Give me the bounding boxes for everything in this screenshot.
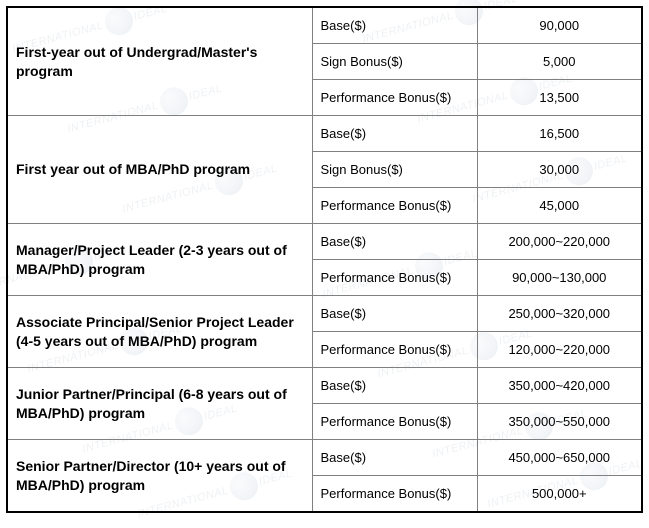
salary-table-body: First-year out of Undergrad/Master's pro…	[7, 7, 642, 512]
table-row: First-year out of Undergrad/Master's pro…	[7, 7, 642, 44]
compensation-value: 500,000+	[477, 476, 642, 513]
compensation-label: Sign Bonus($)	[312, 152, 477, 188]
compensation-label: Sign Bonus($)	[312, 44, 477, 80]
compensation-label: Base($)	[312, 440, 477, 476]
role-cell: Senior Partner/Director (10+ years out o…	[7, 440, 312, 513]
role-cell: Associate Principal/Senior Project Leade…	[7, 296, 312, 368]
table-row: Senior Partner/Director (10+ years out o…	[7, 440, 642, 476]
compensation-value: 90,000~130,000	[477, 260, 642, 296]
compensation-value: 90,000	[477, 7, 642, 44]
compensation-value: 250,000~320,000	[477, 296, 642, 332]
compensation-value: 45,000	[477, 188, 642, 224]
table-row: Associate Principal/Senior Project Leade…	[7, 296, 642, 332]
compensation-label: Base($)	[312, 116, 477, 152]
compensation-label: Performance Bonus($)	[312, 404, 477, 440]
compensation-label: Base($)	[312, 296, 477, 332]
table-row: Manager/Project Leader (2-3 years out of…	[7, 224, 642, 260]
compensation-label: Performance Bonus($)	[312, 188, 477, 224]
role-cell: Manager/Project Leader (2-3 years out of…	[7, 224, 312, 296]
compensation-label: Performance Bonus($)	[312, 476, 477, 513]
compensation-label: Performance Bonus($)	[312, 80, 477, 116]
compensation-label: Base($)	[312, 7, 477, 44]
salary-table-container: First-year out of Undergrad/Master's pro…	[0, 0, 649, 519]
role-cell: First year out of MBA/PhD program	[7, 116, 312, 224]
table-row: Junior Partner/Principal (6-8 years out …	[7, 368, 642, 404]
compensation-value: 30,000	[477, 152, 642, 188]
compensation-label: Base($)	[312, 224, 477, 260]
role-cell: First-year out of Undergrad/Master's pro…	[7, 7, 312, 116]
compensation-value: 200,000~220,000	[477, 224, 642, 260]
compensation-value: 120,000~220,000	[477, 332, 642, 368]
compensation-value: 13,500	[477, 80, 642, 116]
table-row: First year out of MBA/PhD programBase($)…	[7, 116, 642, 152]
compensation-value: 5,000	[477, 44, 642, 80]
compensation-label: Base($)	[312, 368, 477, 404]
compensation-label: Performance Bonus($)	[312, 260, 477, 296]
compensation-value: 350,000~420,000	[477, 368, 642, 404]
compensation-value: 350,000~550,000	[477, 404, 642, 440]
compensation-label: Performance Bonus($)	[312, 332, 477, 368]
compensation-value: 16,500	[477, 116, 642, 152]
role-cell: Junior Partner/Principal (6-8 years out …	[7, 368, 312, 440]
compensation-value: 450,000~650,000	[477, 440, 642, 476]
salary-table: First-year out of Undergrad/Master's pro…	[6, 6, 643, 513]
